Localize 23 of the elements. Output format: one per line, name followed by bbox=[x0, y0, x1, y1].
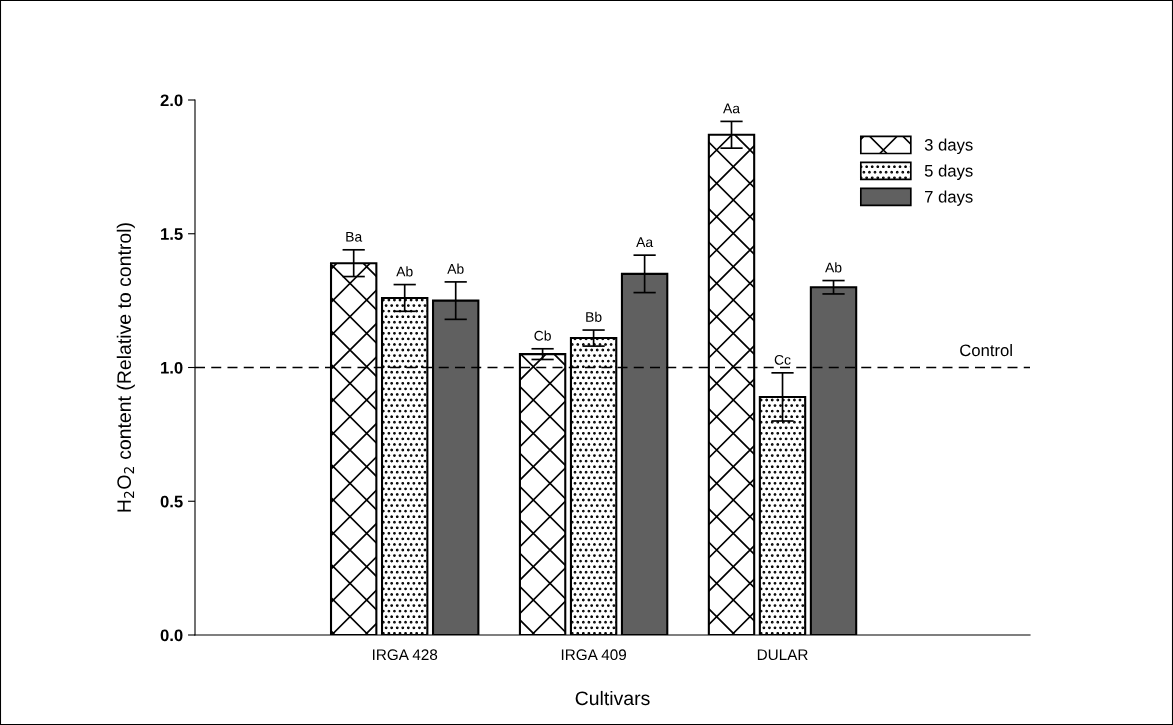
legend-label: 3 days bbox=[924, 138, 973, 155]
data-label: Aa bbox=[636, 237, 654, 248]
legend-label: 5 days bbox=[924, 164, 973, 180]
y-tick-label: 0.5 bbox=[160, 495, 183, 508]
y-tick-label: 1.5 bbox=[161, 228, 183, 240]
data-label: Ab bbox=[447, 263, 464, 274]
y-tick-label: 1.0 bbox=[161, 361, 183, 374]
y-axis-title: H$_{2}$O$_{2}$ content (Relative to control) bbox=[116, 223, 135, 512]
y-tick-label: 0.0 bbox=[160, 629, 183, 642]
data-label: Bb bbox=[586, 311, 602, 322]
y-tick-label: 2.0 bbox=[160, 94, 183, 107]
data-label: Cc bbox=[774, 354, 791, 365]
data-label: Cb bbox=[534, 330, 551, 341]
legend-label: 7 days bbox=[925, 190, 973, 206]
ref-line-label: Control bbox=[960, 343, 1012, 357]
x-axis-title: Cultivars bbox=[575, 690, 650, 706]
data-label: Ab bbox=[396, 266, 413, 277]
x-tick-label: IRGA 409 bbox=[561, 649, 627, 661]
x-tick-label: IRGA 428 bbox=[372, 649, 438, 661]
data-label: Aa bbox=[723, 103, 741, 114]
data-label: Ba bbox=[346, 232, 363, 242]
x-tick-label: DULAR bbox=[757, 649, 808, 661]
data-label: Ab bbox=[825, 262, 842, 273]
